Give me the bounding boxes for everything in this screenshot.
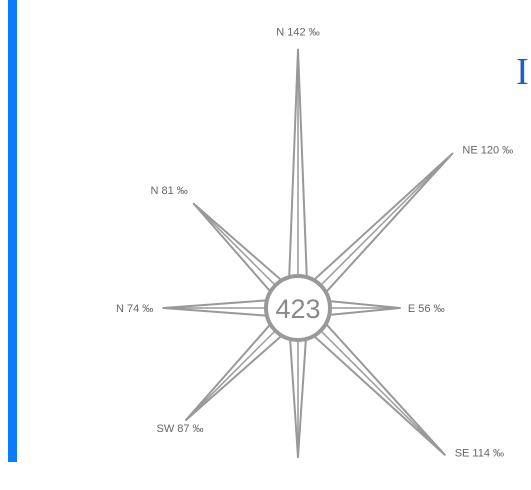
direction-value-label: N 74 ‰ (116, 303, 153, 315)
wind-rose-chart: 423 N 142 ‰NE 120 ‰E 56 ‰SE 114 ‰S 82 ‰S… (0, 0, 531, 462)
rose-layer (163, 50, 452, 458)
direction-value-label: N 142 ‰ (276, 27, 319, 39)
direction-value-label: SE 114 ‰ (455, 448, 504, 460)
direction-value-label: N 81 ‰ (150, 185, 187, 197)
direction-value-label: NE 120 ‰ (462, 145, 513, 157)
label-layer: N 142 ‰NE 120 ‰E 56 ‰SE 114 ‰S 82 ‰SW 87… (116, 27, 513, 462)
center-total-label: 423 (275, 294, 320, 324)
direction-value-label: SW 87 ‰ (156, 423, 203, 435)
direction-value-label: E 56 ‰ (408, 303, 445, 315)
bottom-strip (0, 462, 531, 490)
